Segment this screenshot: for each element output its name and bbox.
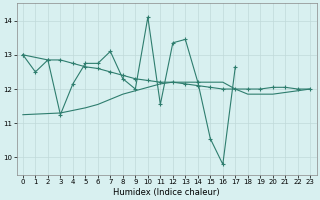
X-axis label: Humidex (Indice chaleur): Humidex (Indice chaleur): [113, 188, 220, 197]
